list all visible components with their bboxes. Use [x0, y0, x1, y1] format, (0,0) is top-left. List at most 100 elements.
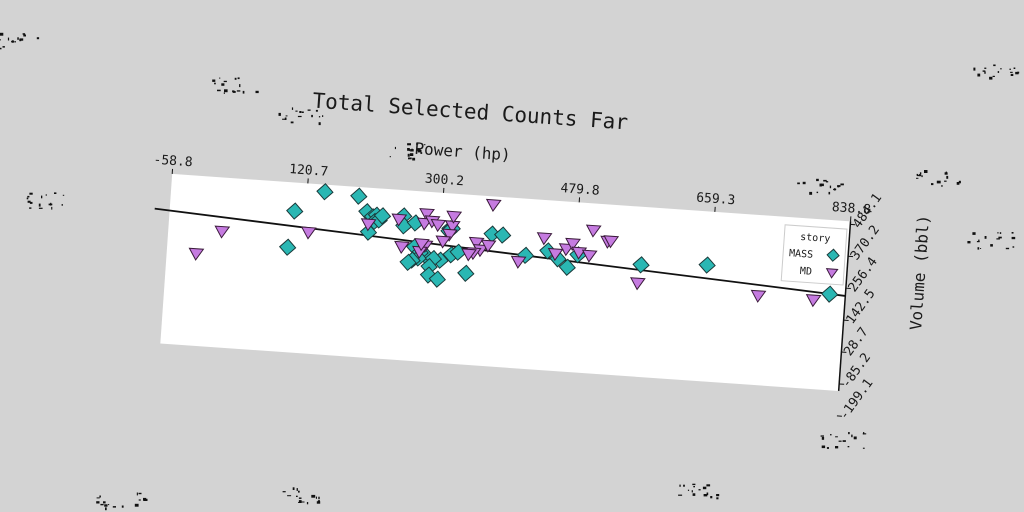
noise-speck [946, 175, 949, 179]
noise-speck [992, 75, 995, 77]
noise-speck [296, 488, 298, 491]
noise-speck [692, 493, 696, 496]
noise-speck [412, 157, 416, 161]
marker-md [581, 249, 598, 263]
noise-speck [706, 484, 711, 487]
marker-mass [373, 207, 392, 225]
noise-speck [297, 115, 302, 118]
noise-speck [299, 111, 302, 113]
marker-md [360, 218, 377, 232]
marker-md [603, 235, 620, 249]
noise-speck [982, 70, 986, 72]
noise-speck [17, 37, 19, 40]
noise-speck [830, 434, 832, 436]
noise-speck [298, 490, 300, 493]
noise-speck [315, 109, 318, 112]
x-tick-label: 838.8 [831, 200, 871, 218]
x-ticks: -58.8 120.7 300.2 479.8 659.3 838.8 [153, 153, 871, 222]
noise-speck [96, 497, 100, 499]
marker-md [391, 213, 408, 227]
noise-speck [716, 494, 720, 497]
noise-speck [48, 203, 53, 206]
x-tick-label: 659.3 [696, 191, 736, 209]
marker-md [414, 238, 430, 252]
noise-speck [1012, 246, 1015, 248]
marker-md [446, 210, 463, 224]
noise-speck [417, 150, 422, 153]
marker-md [805, 294, 822, 308]
noise-speck [298, 501, 302, 503]
noise-speck [239, 84, 241, 88]
x-tick-label: -58.8 [153, 153, 193, 171]
noise-speck [984, 67, 987, 69]
noise-speck [26, 197, 29, 200]
noise-speck [38, 203, 41, 207]
noise-speck [223, 80, 227, 83]
noise-speck [236, 90, 241, 92]
noise-speck [816, 191, 819, 194]
x-tick-label: 479.8 [560, 181, 600, 199]
noise-speck [944, 172, 948, 175]
noise-speck [104, 504, 108, 507]
noise-speck [990, 244, 993, 247]
noise-speck [706, 492, 709, 496]
noise-speck [237, 77, 240, 80]
noise-speck [978, 239, 980, 242]
noise-speck [298, 500, 302, 503]
noise-speck [823, 179, 827, 182]
noise-speck [134, 503, 139, 507]
noise-speck [829, 185, 832, 189]
legend-label-mass: MASS [789, 248, 814, 261]
noise-speck [136, 492, 138, 496]
noise-speck [311, 494, 316, 498]
noise-speck [420, 152, 423, 154]
noise-speck [410, 149, 414, 152]
noise-speck [702, 486, 707, 490]
y-tick-label: 142.5 [843, 287, 878, 327]
noise-speck [41, 195, 43, 199]
noise-speck [45, 194, 47, 196]
noise-speck [972, 232, 976, 235]
noise-speck [826, 447, 829, 449]
noise-speck [916, 177, 919, 179]
noise-speck [316, 501, 321, 504]
noise-speck [27, 195, 30, 198]
marker-md [461, 248, 477, 262]
noise-speck [993, 64, 996, 67]
noise-speck [291, 107, 294, 110]
noise-speck [980, 248, 982, 249]
marker-mass [493, 226, 512, 244]
noise-speck [219, 77, 221, 79]
noise-speck [931, 183, 934, 186]
noise-speck [315, 496, 317, 499]
noise-speck [698, 489, 701, 491]
y-tick-label: 28.7 [841, 325, 872, 359]
noise-speck [121, 505, 124, 508]
noise-speck [977, 247, 980, 250]
noise-speck [683, 484, 685, 487]
regression-line [154, 207, 846, 297]
background-noise [0, 32, 1020, 511]
marker-mass [632, 256, 650, 274]
noise-speck [0, 32, 4, 36]
marker-md [394, 240, 410, 255]
noise-speck [51, 206, 53, 210]
noise-speck [825, 181, 829, 183]
noise-speck [687, 489, 690, 491]
noise-speck [941, 185, 943, 187]
marker-md [480, 239, 497, 253]
noise-speck [973, 67, 976, 71]
noise-speck [408, 157, 412, 160]
noise-speck [1015, 71, 1019, 75]
marker-mass [558, 258, 576, 276]
marker-md [300, 226, 317, 240]
noise-speck [819, 183, 822, 187]
noise-speck [278, 112, 281, 116]
noise-speck [143, 498, 148, 501]
noise-speck [1005, 247, 1010, 250]
noise-speck [828, 191, 831, 195]
noise-speck [916, 173, 918, 176]
noise-speck [0, 39, 1, 41]
noise-speck [862, 447, 865, 449]
